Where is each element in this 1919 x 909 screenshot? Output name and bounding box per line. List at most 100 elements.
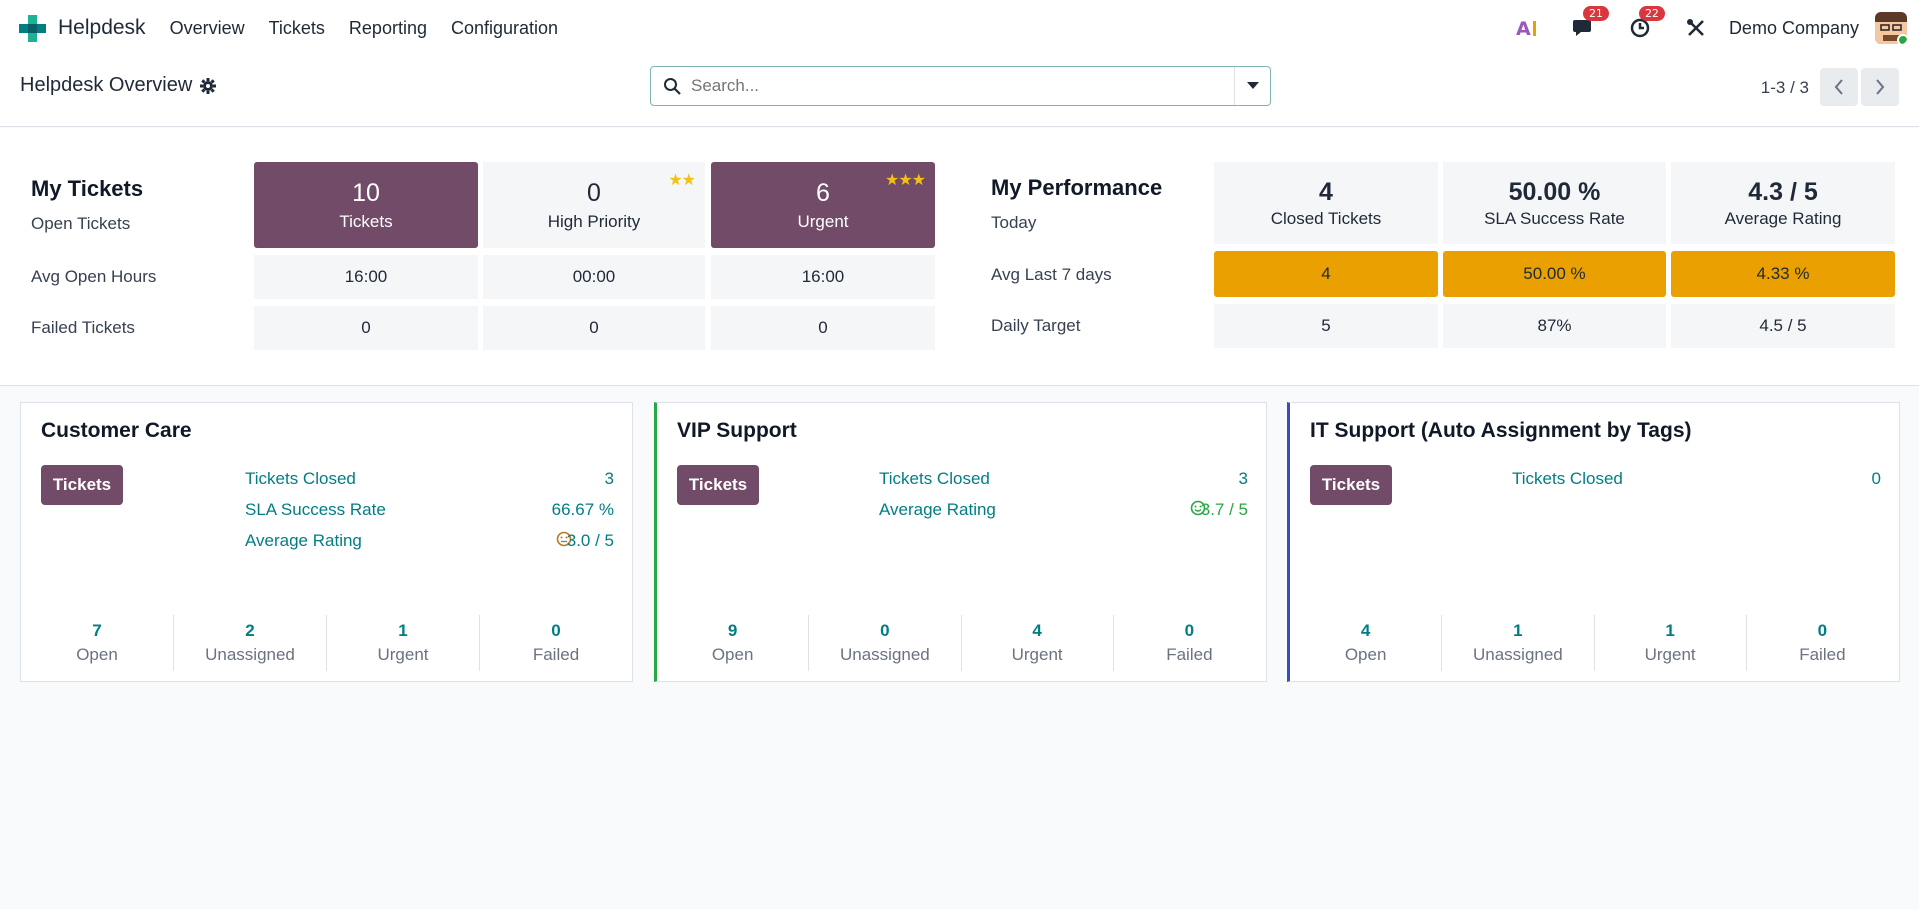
stat-label-tickets-closed[interactable]: Tickets Closed xyxy=(245,469,356,488)
stat-label-sla-success-rate[interactable]: SLA Success Rate xyxy=(245,500,386,519)
three-stars-icon: ★★★ xyxy=(884,172,926,189)
ai-icon[interactable]: A xyxy=(1515,15,1541,41)
perf-closed-avg7-cell: 4 xyxy=(1214,251,1438,297)
team-card-vip-support: VIP Support Tickets Tickets Closed 3 Ave… xyxy=(654,402,1267,682)
team-name[interactable]: Customer Care xyxy=(41,419,192,442)
perf-sla-target-cell[interactable]: 87% xyxy=(1443,304,1666,348)
search-options-toggle[interactable] xyxy=(1234,67,1270,105)
my-tickets-urgent-count: 6 xyxy=(816,178,830,207)
team-tickets-button[interactable]: Tickets xyxy=(41,465,123,505)
counter-urgent[interactable]: 4 Urgent xyxy=(960,615,1113,671)
pager-next-button[interactable] xyxy=(1861,68,1899,106)
page-title: Helpdesk Overview xyxy=(20,74,217,97)
row-label-daily-target: Daily Target xyxy=(991,316,1081,335)
counter-label: Open xyxy=(711,645,754,664)
menu-reporting[interactable]: Reporting xyxy=(348,17,427,38)
menu-configuration[interactable]: Configuration xyxy=(450,17,559,38)
counter-urgent[interactable]: 1 Urgent xyxy=(1593,615,1746,671)
counter-number: 0 xyxy=(1184,621,1195,640)
counter-label: Failed xyxy=(532,645,580,664)
stat-label-average-rating[interactable]: Average Rating xyxy=(879,500,996,519)
counter-open[interactable]: 7 Open xyxy=(21,615,173,671)
counter-label: Unassigned xyxy=(1472,645,1563,664)
debug-tools-icon[interactable] xyxy=(1683,15,1709,41)
control-panel: Helpdesk Overview 1-3 / 3 xyxy=(0,56,1919,127)
counter-label: Unassigned xyxy=(839,645,930,664)
row-label-failed-tickets: Failed Tickets xyxy=(31,318,135,337)
stat-label-tickets-closed[interactable]: Tickets Closed xyxy=(1512,469,1623,488)
my-tickets-title: My Tickets xyxy=(31,176,144,201)
team-card-it-support: IT Support (Auto Assignment by Tags) Tic… xyxy=(1287,402,1900,682)
search-icon xyxy=(664,78,681,95)
failed-tickets-cell: 0 xyxy=(254,306,478,350)
counter-label: Failed xyxy=(1799,645,1846,664)
team-counters: 9 Open 0 Unassigned 4 Urgent 0 Failed xyxy=(657,615,1265,671)
team-card-customer-care: Customer Care Tickets Tickets Closed 3 S… xyxy=(20,402,633,682)
pager-previous-button[interactable] xyxy=(1820,68,1858,106)
counter-number: 2 xyxy=(245,621,255,640)
stat-value-sla-success-rate[interactable]: 66.67 % xyxy=(551,500,614,519)
pager-value[interactable]: 1-3 / 3 xyxy=(1760,78,1809,97)
menu-tickets[interactable]: Tickets xyxy=(268,17,325,38)
stat-label-average-rating[interactable]: Average Rating xyxy=(245,531,362,550)
counter-label: Open xyxy=(76,645,118,664)
perf-sla-cell: 50.00 % SLA Success Rate xyxy=(1443,162,1666,244)
perf-rating-target-cell[interactable]: 4.5 / 5 xyxy=(1671,304,1895,348)
row-label-today: Today xyxy=(991,213,1037,232)
perf-rating-label: Average Rating xyxy=(1724,208,1842,228)
company-switcher[interactable]: Demo Company xyxy=(1728,17,1859,38)
counter-open[interactable]: 9 Open xyxy=(657,615,808,671)
team-name[interactable]: IT Support (Auto Assignment by Tags) xyxy=(1310,419,1692,442)
counter-label: Open xyxy=(1344,645,1387,664)
search-bar xyxy=(650,66,1271,106)
counter-number: 1 xyxy=(1665,621,1675,640)
my-tickets-open-count: 10 xyxy=(352,178,380,207)
counter-unassigned[interactable]: 1 Unassigned xyxy=(1441,615,1593,671)
team-counters: 4 Open 1 Unassigned 1 Urgent 0 Failed xyxy=(1290,615,1898,671)
chevron-left-icon xyxy=(1834,79,1843,95)
stat-value-tickets-closed[interactable]: 3 xyxy=(604,469,614,488)
counter-unassigned[interactable]: 0 Unassigned xyxy=(808,615,960,671)
counter-urgent[interactable]: 1 Urgent xyxy=(326,615,479,671)
stat-label-tickets-closed[interactable]: Tickets Closed xyxy=(879,469,990,488)
gear-icon[interactable] xyxy=(200,77,217,94)
counter-label: Failed xyxy=(1166,645,1213,664)
counter-open[interactable]: 4 Open xyxy=(1290,615,1441,671)
perf-closed-target-cell[interactable]: 5 xyxy=(1214,304,1438,348)
team-tickets-button[interactable]: Tickets xyxy=(677,465,759,505)
messages-icon[interactable]: 21 xyxy=(1571,6,1609,41)
menu-overview[interactable]: Overview xyxy=(169,17,245,38)
activities-badge: 22 xyxy=(1638,6,1665,21)
team-tickets-button[interactable]: Tickets xyxy=(1310,465,1392,505)
stat-value-average-rating[interactable]: 3.7 / 5 xyxy=(1200,500,1248,519)
counter-failed[interactable]: 0 Failed xyxy=(1745,615,1898,671)
my-tickets-open-cell[interactable]: 10 Tickets xyxy=(254,162,478,248)
chevron-right-icon xyxy=(1876,79,1885,95)
my-tickets-high-priority-cell[interactable]: ★★ 0 High Priority xyxy=(483,162,705,248)
counter-label: Urgent xyxy=(377,645,429,664)
perf-rating-today: 4.3 / 5 xyxy=(1748,177,1818,206)
my-tickets-high-priority-label: High Priority xyxy=(547,211,641,231)
counter-unassigned[interactable]: 2 Unassigned xyxy=(173,615,326,671)
helpdesk-logo-icon xyxy=(19,14,46,42)
counter-label: Urgent xyxy=(1011,645,1063,664)
navbar-systray: A 21 22 Demo Company xyxy=(1515,0,1919,56)
activities-clock-icon[interactable]: 22 xyxy=(1627,6,1665,41)
counter-failed[interactable]: 0 Failed xyxy=(479,615,632,671)
my-tickets-open-label: Tickets xyxy=(339,211,393,231)
user-avatar[interactable] xyxy=(1875,12,1907,44)
counter-number: 7 xyxy=(92,621,102,640)
app-brand[interactable]: Helpdesk xyxy=(19,14,146,42)
stat-value-average-rating[interactable]: 3.0 / 5 xyxy=(566,531,614,550)
team-name[interactable]: VIP Support xyxy=(677,419,797,442)
stat-value-tickets-closed[interactable]: 3 xyxy=(1238,469,1248,488)
counter-failed[interactable]: 0 Failed xyxy=(1112,615,1265,671)
counter-number: 1 xyxy=(1513,621,1523,640)
top-navbar: Helpdesk Overview Tickets Reporting Conf… xyxy=(0,0,1919,56)
perf-sla-avg7-cell: 50.00 % xyxy=(1443,251,1666,297)
stat-value-tickets-closed[interactable]: 0 xyxy=(1871,469,1881,488)
counter-number: 0 xyxy=(880,621,890,640)
search-input[interactable] xyxy=(691,76,1221,96)
perf-rating-avg7-cell: 4.33 % xyxy=(1671,251,1895,297)
my-tickets-urgent-cell[interactable]: ★★★ 6 Urgent xyxy=(711,162,935,248)
